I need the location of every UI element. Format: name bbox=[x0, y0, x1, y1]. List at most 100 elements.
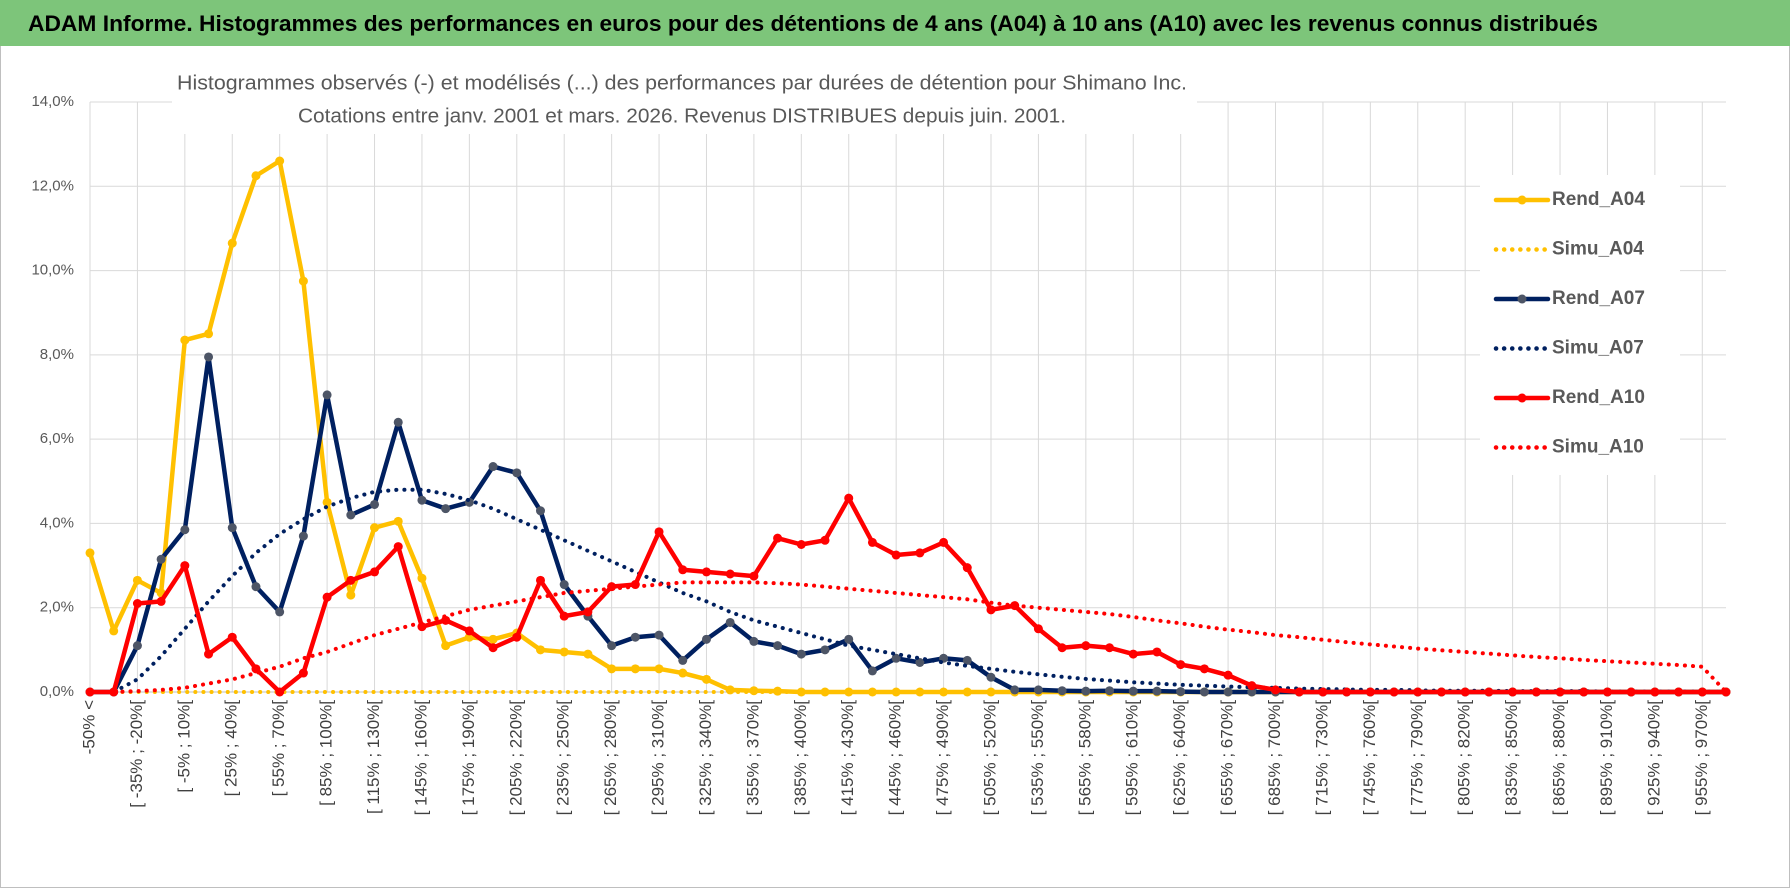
point bbox=[1531, 687, 1541, 697]
point bbox=[1460, 687, 1470, 697]
x-tick-label: [ 445% ; 460%[ bbox=[886, 700, 905, 816]
legend-label: Rend_A10 bbox=[1552, 387, 1645, 408]
point bbox=[1294, 687, 1304, 697]
x-tick-label: [ 475% ; 490%[ bbox=[933, 700, 952, 816]
point bbox=[370, 567, 380, 577]
y-tick-label: 12,0% bbox=[31, 177, 74, 194]
point bbox=[749, 571, 759, 581]
header-title: ADAM Informe. Histogrammes des performan… bbox=[28, 11, 1598, 36]
point bbox=[559, 580, 569, 590]
point bbox=[1010, 685, 1020, 695]
x-tick-label: [ 955% ; 970%[ bbox=[1692, 700, 1711, 816]
point bbox=[346, 590, 356, 600]
legend: Rend_A04 Simu_A04 Rend_A07 Simu_A07 Rend_A10… bbox=[1480, 175, 1680, 475]
x-tick-label: [ 565% ; 580%[ bbox=[1075, 700, 1094, 816]
point bbox=[962, 563, 972, 573]
point bbox=[1697, 687, 1707, 697]
point bbox=[464, 626, 474, 636]
point bbox=[583, 649, 593, 659]
point bbox=[1413, 687, 1423, 697]
point bbox=[488, 634, 498, 644]
point bbox=[939, 687, 949, 697]
point bbox=[298, 531, 308, 541]
x-tick-label: [ 265% ; 280%[ bbox=[601, 700, 620, 816]
point bbox=[298, 668, 308, 678]
point bbox=[867, 666, 877, 676]
point bbox=[227, 238, 237, 248]
point bbox=[227, 632, 237, 642]
point bbox=[1128, 649, 1138, 659]
point bbox=[1674, 687, 1684, 697]
x-tick-label: [ 715% ; 730%[ bbox=[1312, 700, 1331, 816]
point bbox=[156, 554, 166, 564]
y-tick-label: 6,0% bbox=[40, 430, 74, 447]
point bbox=[725, 569, 735, 579]
point bbox=[417, 573, 427, 583]
point bbox=[1105, 643, 1115, 653]
point bbox=[1199, 687, 1209, 697]
point bbox=[1365, 687, 1375, 697]
legend-label: Rend_A07 bbox=[1552, 288, 1645, 309]
point bbox=[512, 468, 522, 478]
legend-marker bbox=[1517, 393, 1527, 403]
x-tick-label: [ 505% ; 520%[ bbox=[980, 700, 999, 816]
point bbox=[796, 540, 806, 549]
point bbox=[1602, 687, 1612, 697]
point bbox=[654, 527, 664, 537]
point bbox=[891, 550, 901, 560]
point bbox=[417, 495, 427, 505]
x-tick-label: [ 895% ; 910%[ bbox=[1597, 700, 1616, 816]
point bbox=[1318, 687, 1328, 697]
x-tick-label: [ 835% ; 850%[ bbox=[1502, 700, 1521, 816]
x-tick-label: [ 25% ; 40%[ bbox=[222, 700, 241, 797]
point bbox=[1342, 687, 1352, 697]
point bbox=[1152, 647, 1162, 657]
point bbox=[678, 655, 688, 665]
point bbox=[654, 664, 664, 674]
point bbox=[393, 542, 403, 552]
point bbox=[251, 171, 261, 181]
point bbox=[1247, 687, 1257, 697]
x-tick-label: -50% < bbox=[79, 700, 98, 754]
point bbox=[1199, 664, 1209, 674]
point bbox=[630, 632, 640, 642]
point bbox=[109, 626, 119, 636]
point bbox=[630, 664, 640, 674]
legend-box bbox=[1480, 175, 1680, 475]
point bbox=[275, 156, 285, 166]
header-bar bbox=[0, 0, 1790, 46]
y-tick-label: 2,0% bbox=[40, 599, 74, 616]
y-tick-label: 14,0% bbox=[31, 93, 74, 110]
x-tick-label: [ 805% ; 820%[ bbox=[1455, 700, 1474, 816]
point bbox=[678, 668, 688, 678]
x-tick-label: [ 595% ; 610%[ bbox=[1123, 700, 1142, 816]
legend-label: Simu_A04 bbox=[1552, 239, 1644, 260]
x-tick-label: [ 205% ; 220%[ bbox=[506, 700, 525, 816]
point bbox=[1436, 687, 1446, 697]
point bbox=[1389, 687, 1399, 697]
point bbox=[322, 390, 332, 400]
x-tick-label: [ 685% ; 700%[ bbox=[1265, 700, 1284, 816]
x-tick-label: [ 385% ; 400%[ bbox=[791, 700, 810, 816]
point bbox=[1081, 686, 1091, 696]
point bbox=[1128, 686, 1138, 696]
x-tick-label: [ 235% ; 250%[ bbox=[554, 700, 573, 816]
point bbox=[654, 630, 664, 640]
point bbox=[559, 611, 569, 621]
point bbox=[678, 565, 688, 575]
point bbox=[132, 575, 142, 585]
x-tick-label: [ 295% ; 310%[ bbox=[649, 700, 668, 816]
point bbox=[204, 649, 214, 659]
point bbox=[915, 687, 925, 697]
point bbox=[607, 664, 617, 674]
point bbox=[844, 634, 854, 644]
point bbox=[1057, 643, 1067, 653]
point bbox=[1057, 686, 1067, 696]
point bbox=[607, 641, 617, 651]
point bbox=[322, 592, 332, 602]
x-tick-label: [ 925% ; 940%[ bbox=[1644, 700, 1663, 816]
y-tick-label: 8,0% bbox=[40, 346, 74, 363]
point bbox=[275, 687, 285, 697]
point bbox=[891, 687, 901, 697]
